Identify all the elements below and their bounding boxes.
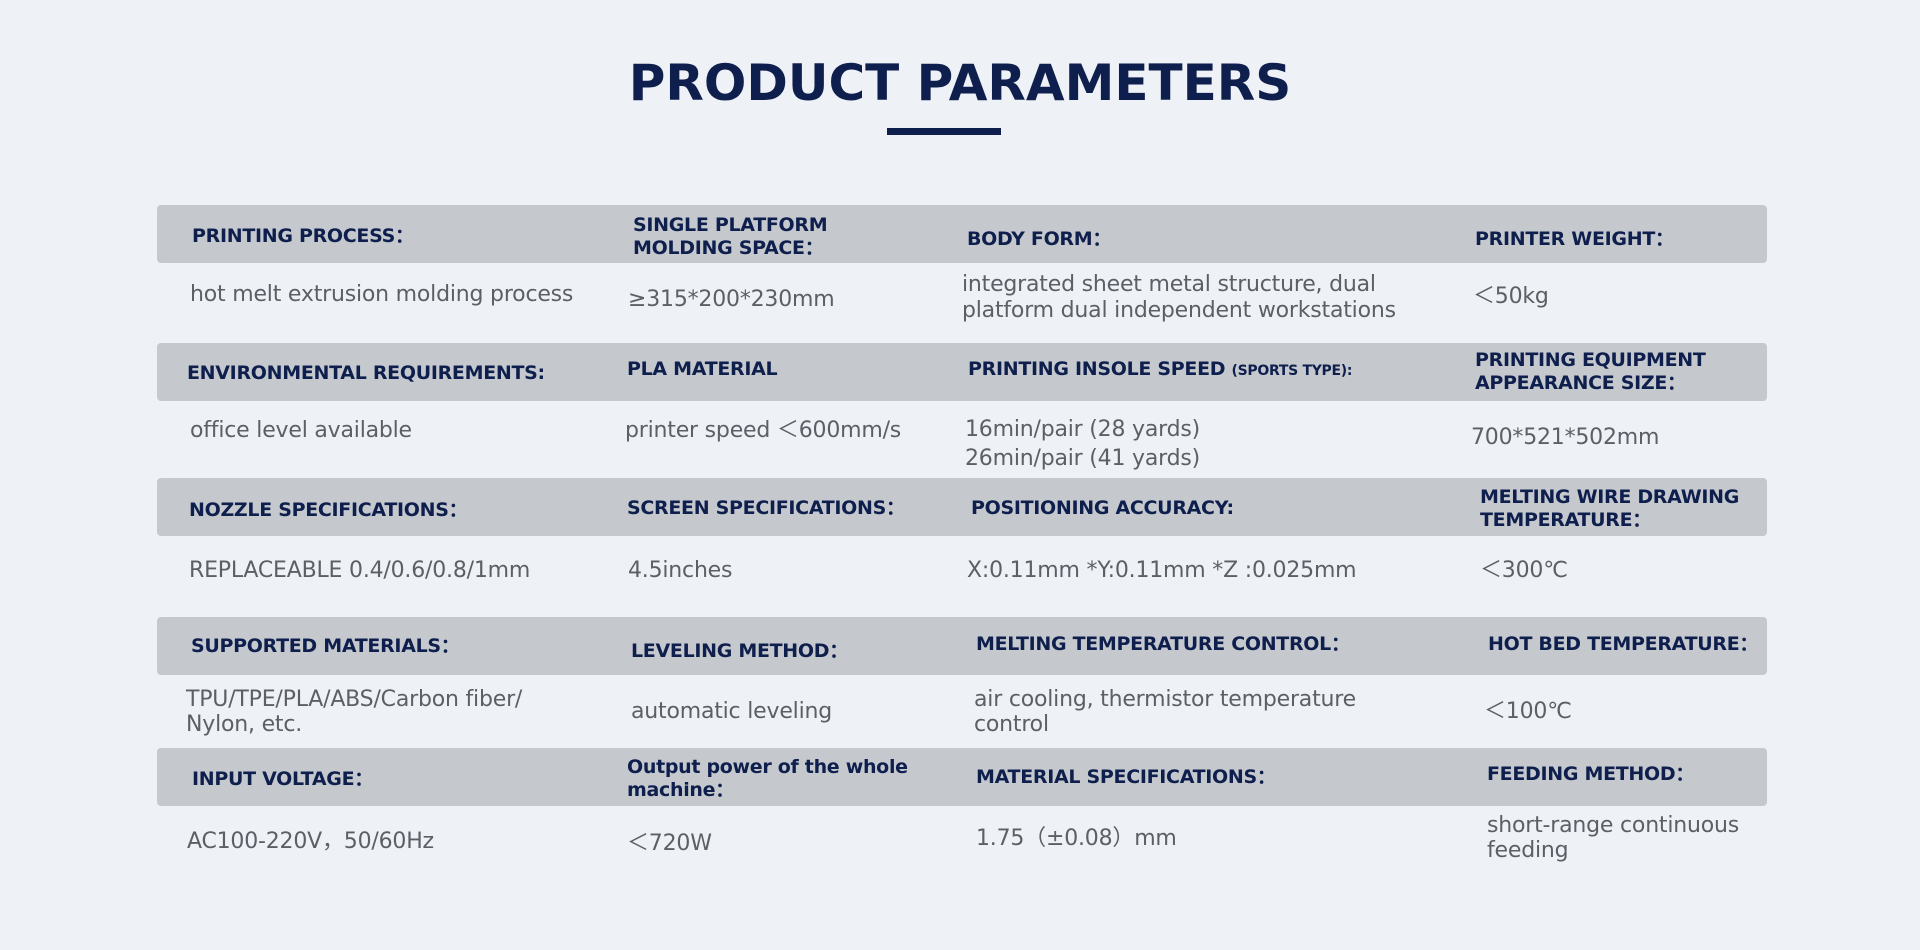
param-label: POSITIONING ACCURACY: (971, 497, 1234, 519)
param-value: ＜50kg (1473, 284, 1549, 309)
param-label: BODY FORM： (967, 228, 1112, 250)
param-label: SCREEN SPECIFICATIONS： (627, 497, 905, 519)
param-value: hot melt extrusion molding process (190, 282, 574, 307)
param-label: Output power of the whole machine： (627, 756, 908, 801)
page-title: PRODUCT PARAMETERS (628, 54, 1292, 112)
param-label: PRINTING INSOLE SPEED (SPORTS TYPE): (968, 358, 1353, 380)
row-header-band (157, 205, 1767, 263)
param-label: PRINTER WEIGHT： (1475, 228, 1674, 250)
param-value: ＜100℃ (1484, 699, 1572, 724)
param-value: AC100-220V，50/60Hz (187, 829, 434, 854)
param-label: MELTING WIRE DRAWING TEMPERATURE： (1480, 486, 1740, 531)
param-label: LEVELING METHOD： (631, 640, 848, 662)
param-label: ENVIRONMENTAL REQUIREMENTS: (187, 362, 545, 384)
param-value: printer speed ＜600mm/s (625, 418, 902, 443)
row-header-band (157, 343, 1767, 401)
row-header-band (157, 478, 1767, 536)
param-label: NOZZLE SPECIFICATIONS： (189, 499, 468, 521)
param-value: 1.75（±0.08）mm (976, 826, 1177, 851)
param-value: REPLACEABLE 0.4/0.6/0.8/1mm (189, 558, 531, 583)
param-label: SINGLE PLATFORM MOLDING SPACE： (633, 214, 828, 259)
param-label: HOT BED TEMPERATURE： (1488, 633, 1759, 655)
param-label: INPUT VOLTAGE： (192, 768, 373, 790)
param-value: office level available (190, 418, 412, 443)
param-label: PRINTING PROCESS： (192, 225, 414, 247)
param-label: FEEDING METHOD： (1487, 763, 1695, 785)
param-value: 4.5inches (628, 558, 733, 583)
row-header-band (157, 748, 1767, 806)
param-value: integrated sheet metal structure, dual p… (962, 272, 1396, 323)
param-value: automatic leveling (631, 699, 832, 724)
title-underline (887, 128, 1001, 135)
param-value: TPU/TPE/PLA/ABS/Carbon fiber/ Nylon, etc… (186, 687, 523, 737)
param-value: air cooling, thermistor temperature cont… (974, 687, 1356, 737)
param-label: PRINTING EQUIPMENT APPEARANCE SIZE： (1475, 349, 1706, 394)
row-header-band (157, 617, 1767, 675)
param-value: ≥315*200*230mm (628, 287, 835, 312)
param-label: MELTING TEMPERATURE CONTROL： (976, 633, 1350, 655)
param-label: MATERIAL SPECIFICATIONS： (976, 766, 1276, 788)
param-value: ＜300℃ (1480, 558, 1568, 583)
param-value: ＜720W (627, 831, 712, 856)
param-label: SUPPORTED MATERIALS： (191, 635, 460, 657)
param-label: PLA MATERIAL (627, 358, 778, 380)
param-value: short-range continuous feeding (1487, 813, 1740, 863)
param-value: 16min/pair (28 yards) 26min/pair (41 yar… (965, 417, 1201, 471)
param-value: 700*521*502mm (1471, 425, 1660, 450)
param-value: X:0.11mm *Y:0.11mm *Z :0.025mm (967, 558, 1357, 583)
